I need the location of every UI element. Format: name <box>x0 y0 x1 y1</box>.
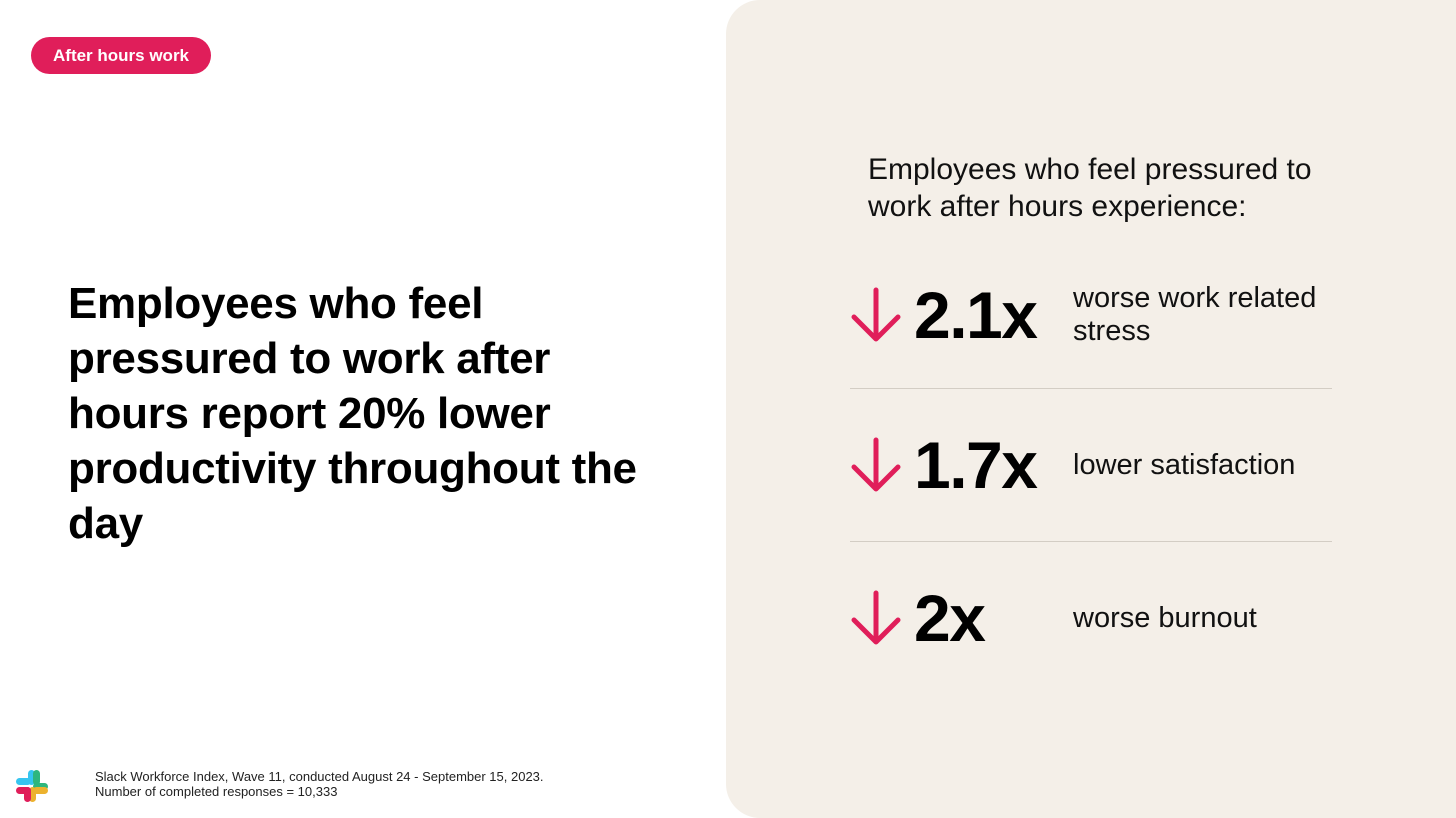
stat-value: 1.7x <box>914 428 1038 502</box>
divider <box>850 541 1332 542</box>
stat-label: worse burnout <box>1073 601 1257 634</box>
slack-logo-icon <box>16 770 48 802</box>
arrow-down-icon <box>851 590 901 645</box>
arrow-down-icon <box>851 437 901 492</box>
responses-line: Number of completed responses = 10,333 <box>95 784 338 799</box>
stat-label: worse work related stress <box>1073 282 1317 347</box>
stat-value: 2x <box>914 581 986 655</box>
arrow-down-icon <box>851 287 901 342</box>
topic-tag: After hours work <box>31 37 212 74</box>
divider <box>850 388 1332 389</box>
stat-row: 1.7x lower satisfaction <box>850 420 1332 510</box>
stat-row: 2.1x worse work related stress <box>850 270 1332 360</box>
stat-label: lower satisfaction <box>1073 448 1296 481</box>
stat-row: 2x worse burnout <box>850 573 1332 663</box>
stat-value: 2.1x <box>914 278 1038 352</box>
source-note: Slack Workforce Index, Wave 11, conducte… <box>95 769 544 799</box>
stats-panel <box>726 0 1456 818</box>
panel-title: Employees who feel pressured to work aft… <box>868 153 1312 223</box>
headline: Employees who feel pressured to work aft… <box>68 279 637 548</box>
source-line: Slack Workforce Index, Wave 11, conducte… <box>95 769 544 784</box>
